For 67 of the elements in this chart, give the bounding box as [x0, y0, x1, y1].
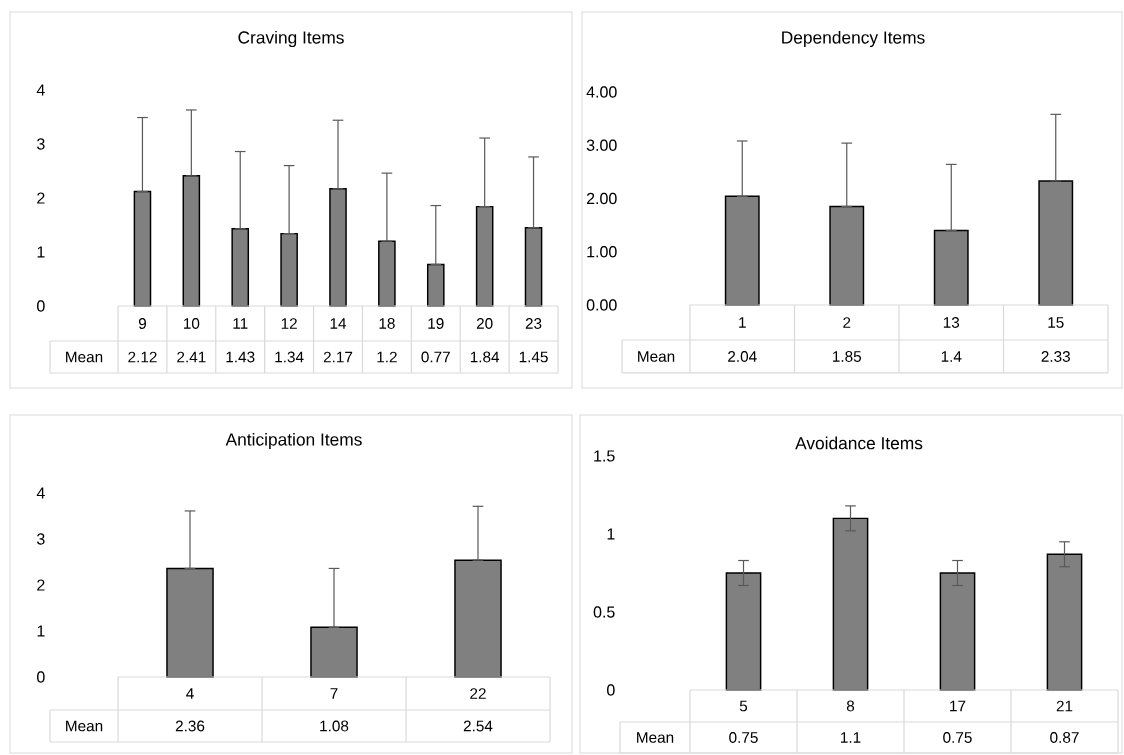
data-label: 1.4 [941, 351, 962, 362]
y-tick-label: 1 [37, 246, 45, 258]
x-tick-label: 8 [846, 700, 855, 712]
data-label: 2.04 [728, 351, 757, 362]
data-label: 1.84 [470, 351, 500, 363]
chart-title: Craving Items [238, 30, 344, 48]
y-tick-label: 1.00 [587, 246, 617, 258]
y-tick-label: 3.00 [586, 139, 617, 151]
chart-title: Dependency Items [782, 30, 925, 48]
x-tick-label: 9 [138, 318, 147, 329]
x-tick-label: 5 [739, 700, 748, 712]
x-tick-label: 23 [525, 318, 542, 329]
y-tick-label: 4.00 [586, 86, 617, 98]
data-label: 1.2 [377, 351, 397, 363]
data-label: 0.87 [1050, 732, 1079, 743]
y-tick-label: 1 [37, 625, 45, 637]
x-tick-label: 4 [186, 688, 194, 699]
y-tick-label: 0.00 [586, 299, 617, 311]
data-label: 2.36 [175, 720, 205, 732]
text: Mean [66, 720, 103, 732]
text: Mean [638, 351, 675, 362]
data-label: 2.54 [463, 720, 493, 732]
y-tick-label: 0 [37, 671, 45, 683]
x-tick-label: 2 [843, 317, 851, 328]
x-tick-label: 11 [233, 318, 248, 329]
y-tick-label: 2 [37, 579, 45, 591]
y-tick-label: 2 [37, 192, 45, 204]
y-tick-label: 4 [36, 84, 45, 96]
x-tick-label: 1 [739, 317, 746, 328]
data-label: 1.34 [275, 351, 304, 363]
y-tick-label: 3 [37, 533, 45, 545]
x-tick-label: 15 [1048, 317, 1064, 328]
data-label: 2.33 [1041, 351, 1070, 362]
y-tick-label: 3 [37, 138, 45, 150]
chart-title: Avoidance Items [795, 436, 923, 450]
data-label: 2.17 [323, 351, 353, 363]
data-label: 1.85 [833, 351, 862, 362]
y-tick-label: 1.5 [594, 450, 615, 462]
y-tick-label: 4 [36, 487, 45, 499]
data-label: 1.1 [841, 732, 861, 743]
x-tick-label: 22 [470, 688, 486, 699]
x-tick-label: 14 [330, 318, 347, 329]
data-label: 2.41 [177, 351, 206, 363]
x-tick-label: 7 [330, 688, 338, 699]
x-tick-label: 13 [943, 317, 960, 328]
data-label: 1.08 [320, 720, 349, 732]
x-tick-label: 18 [379, 318, 395, 329]
y-tick-label: 0 [37, 300, 45, 312]
data-label: 0.75 [729, 732, 758, 743]
text: Mean [637, 732, 674, 743]
data-label: 1.43 [226, 351, 255, 363]
x-tick-label: 10 [184, 318, 200, 329]
y-tick-label: 2.00 [586, 192, 617, 205]
chart-title: Anticipation Items [225, 432, 362, 450]
y-tick-label: 1 [607, 528, 615, 540]
x-tick-label: 19 [428, 318, 444, 329]
y-tick-label: 0 [607, 684, 615, 696]
x-tick-label: 21 [1056, 700, 1073, 712]
data-label: 1.45 [519, 351, 548, 363]
text: Mean [66, 351, 103, 363]
x-tick-label: 17 [950, 700, 966, 712]
data-label: 2.12 [128, 351, 157, 363]
x-tick-label: 20 [476, 318, 493, 329]
data-label: 0.77 [421, 351, 450, 363]
y-tick-label: 0.5 [593, 606, 615, 618]
data-label: 0.75 [943, 732, 972, 743]
x-tick-label: 12 [281, 318, 297, 329]
